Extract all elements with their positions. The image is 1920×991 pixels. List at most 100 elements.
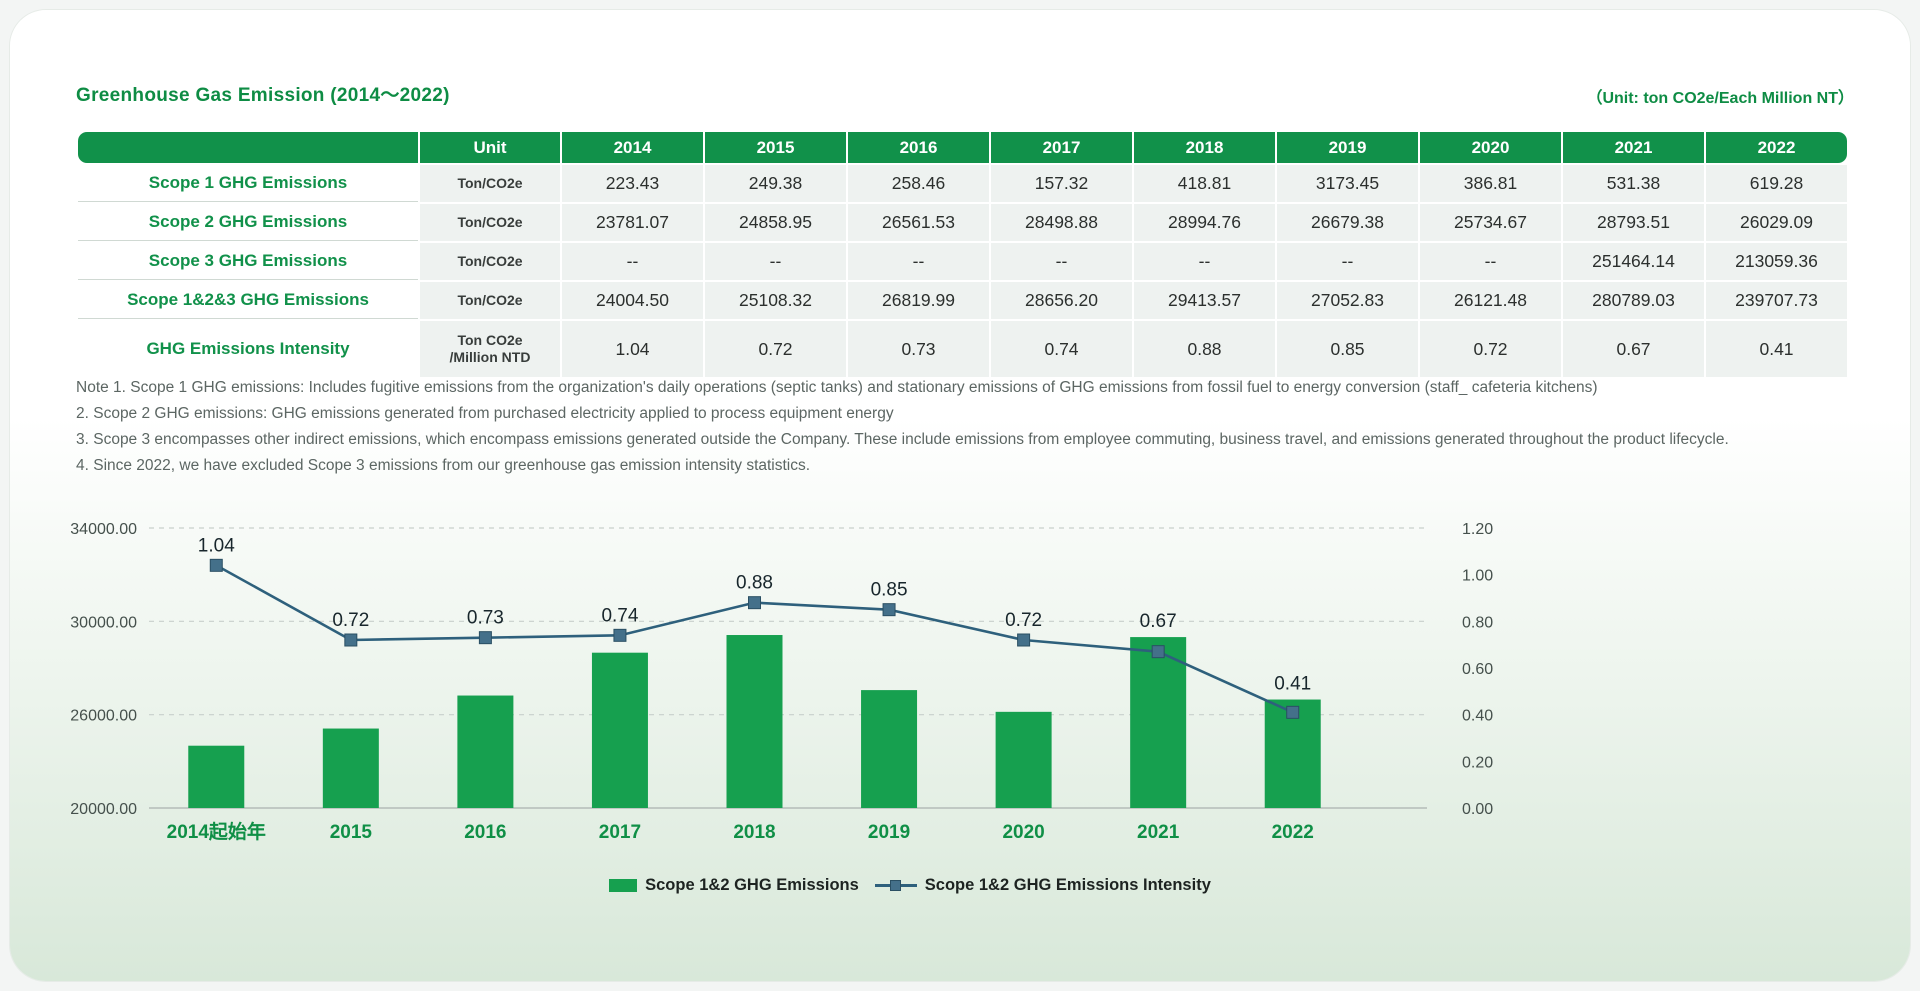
value-cell: -- bbox=[562, 243, 703, 280]
y-axis-left-tick: 30000.00 bbox=[70, 614, 137, 631]
value-cell: 23781.07 bbox=[562, 204, 703, 241]
row-label: Scope 3 GHG Emissions bbox=[78, 243, 418, 280]
corner-header-cell bbox=[78, 132, 418, 163]
col-header: 2016 bbox=[848, 132, 989, 163]
value-cell: 25734.67 bbox=[1420, 204, 1561, 241]
chart-bar bbox=[1130, 637, 1187, 808]
value-cell: 26029.09 bbox=[1706, 204, 1847, 241]
chart-bar bbox=[591, 652, 648, 808]
value-cell: 418.81 bbox=[1134, 165, 1275, 202]
value-cell: 0.41 bbox=[1706, 321, 1847, 377]
value-cell: -- bbox=[991, 243, 1132, 280]
value-cell: 28793.51 bbox=[1563, 204, 1704, 241]
row-unit: Ton/CO2e bbox=[420, 243, 560, 280]
chart-bar bbox=[457, 695, 514, 808]
value-cell: 280789.03 bbox=[1563, 282, 1704, 319]
value-cell: 26819.99 bbox=[848, 282, 989, 319]
chart-marker bbox=[1017, 633, 1031, 647]
value-cell: 0.72 bbox=[705, 321, 846, 377]
value-cell: 27052.83 bbox=[1277, 282, 1418, 319]
value-cell: 251464.14 bbox=[1563, 243, 1704, 280]
table-row: Scope 3 GHG Emissions Ton/CO2e -- -- -- -- -- -… bbox=[78, 243, 1847, 280]
legend-item: Scope 1&2 GHG Emissions Intensity bbox=[874, 876, 1211, 895]
value-cell: 25108.32 bbox=[705, 282, 846, 319]
chart-marker bbox=[209, 558, 223, 572]
row-unit: Ton/CO2e bbox=[420, 204, 560, 241]
y-axis-right-tick: 0.40 bbox=[1462, 708, 1493, 725]
col-header: 2018 bbox=[1134, 132, 1275, 163]
x-axis-tick: 2019 bbox=[868, 822, 910, 843]
legend-label: Scope 1&2 GHG Emissions Intensity bbox=[924, 876, 1211, 894]
value-cell: 24858.95 bbox=[705, 204, 846, 241]
row-label: Scope 1 GHG Emissions bbox=[78, 165, 418, 202]
x-axis-tick: 2018 bbox=[733, 822, 775, 843]
chart-marker bbox=[478, 631, 492, 645]
chart-marker bbox=[1151, 645, 1165, 659]
point-label: 0.85 bbox=[871, 580, 908, 601]
y-axis-left-tick: 20000.00 bbox=[70, 801, 137, 818]
x-axis-tick: 2014起始年 bbox=[167, 820, 266, 843]
y-axis-right-tick: 0.60 bbox=[1462, 661, 1493, 678]
table-body: Scope 1 GHG Emissions Ton/CO2e 223.43 249.3… bbox=[78, 165, 1847, 377]
x-axis-tick: 2015 bbox=[330, 822, 373, 843]
value-cell: -- bbox=[705, 243, 846, 280]
row-unit: Ton/CO2e bbox=[420, 165, 560, 202]
value-cell: 0.72 bbox=[1420, 321, 1561, 377]
chart-marker bbox=[748, 596, 761, 610]
value-cell: 258.46 bbox=[848, 165, 989, 202]
value-cell: 0.74 bbox=[991, 321, 1132, 377]
chart-legend: Scope 1&2 GHG Emissions Scope 1&2 GHG Emi… bbox=[160, 876, 1660, 895]
col-header: 2019 bbox=[1277, 132, 1418, 163]
value-cell: 0.88 bbox=[1134, 321, 1275, 377]
y-axis-right-tick: 0.20 bbox=[1462, 754, 1493, 771]
row-label: GHG Emissions Intensity bbox=[78, 321, 418, 377]
table-row: Scope 1&2&3 GHG Emissions Ton/CO2e 24004.5… bbox=[78, 282, 1847, 319]
report-card: Greenhouse Gas Emission (2014～2022) （Uni… bbox=[10, 10, 1910, 981]
table-row: Scope 2 GHG Emissions Ton/CO2e 23781.07 248… bbox=[78, 204, 1847, 241]
footnotes: Note 1. Scope 1 GHG emissions: Includes … bbox=[76, 375, 1846, 479]
y-axis-right-tick: 1.20 bbox=[1462, 521, 1493, 538]
value-cell: -- bbox=[1134, 243, 1275, 280]
value-cell: 239707.73 bbox=[1706, 282, 1847, 319]
point-label: 0.67 bbox=[1140, 611, 1177, 632]
y-axis-right-tick: 0.00 bbox=[1462, 801, 1493, 818]
x-axis-tick: 2022 bbox=[1272, 822, 1314, 843]
x-axis-tick: 2017 bbox=[599, 822, 641, 843]
value-cell: -- bbox=[1277, 243, 1418, 280]
col-header: 2017 bbox=[991, 132, 1132, 163]
value-cell: 386.81 bbox=[1420, 165, 1561, 202]
value-cell: 3173.45 bbox=[1277, 165, 1418, 202]
row-unit: Ton/CO2e bbox=[420, 282, 560, 319]
value-cell: 1.04 bbox=[562, 321, 703, 377]
note-line: 3. Scope 3 encompasses other indirect em… bbox=[76, 431, 1729, 448]
col-header: 2015 bbox=[705, 132, 846, 163]
value-cell: -- bbox=[848, 243, 989, 280]
point-label: 0.88 bbox=[736, 573, 773, 594]
value-cell: 0.67 bbox=[1563, 321, 1704, 377]
col-header: 2022 bbox=[1706, 132, 1847, 163]
col-header: 2020 bbox=[1420, 132, 1561, 163]
value-cell: 223.43 bbox=[562, 165, 703, 202]
table-row: GHG Emissions Intensity Ton CO2e /Million… bbox=[78, 321, 1847, 377]
value-cell: 0.73 bbox=[848, 321, 989, 377]
legend-label: Scope 1&2 GHG Emissions bbox=[645, 876, 859, 894]
value-cell: 531.38 bbox=[1563, 165, 1704, 202]
emissions-table: Unit 2014 2015 2016 2017 2018 2019 2020 2021 2022… bbox=[76, 130, 1849, 379]
point-label: 0.72 bbox=[332, 610, 369, 631]
row-label: Scope 1&2&3 GHG Emissions bbox=[78, 282, 418, 319]
note-line: 4. Since 2022, we have excluded Scope 3 … bbox=[76, 457, 811, 474]
y-axis-left-tick: 26000.00 bbox=[70, 708, 137, 725]
legend-bar-swatch bbox=[609, 879, 638, 892]
legend-item: Scope 1&2 GHG Emissions bbox=[609, 876, 859, 895]
col-header: 2014 bbox=[562, 132, 703, 163]
y-axis-left-tick: 34000.00 bbox=[70, 521, 137, 538]
x-axis-tick: 2021 bbox=[1137, 822, 1180, 843]
table-row: Scope 1 GHG Emissions Ton/CO2e 223.43 249.3… bbox=[78, 165, 1847, 202]
value-cell: 619.28 bbox=[1706, 165, 1847, 202]
chart-bar bbox=[726, 635, 783, 808]
unit-note: （Unit: ton CO2e/Each Million NT） bbox=[1586, 90, 1854, 107]
emissions-combo-chart: 34000.00 30000.00 26000.00 20000.00 1.20 1.00… bbox=[70, 521, 1493, 843]
chart-marker bbox=[882, 603, 896, 617]
chart-marker bbox=[613, 628, 627, 642]
value-cell: -- bbox=[1420, 243, 1561, 280]
